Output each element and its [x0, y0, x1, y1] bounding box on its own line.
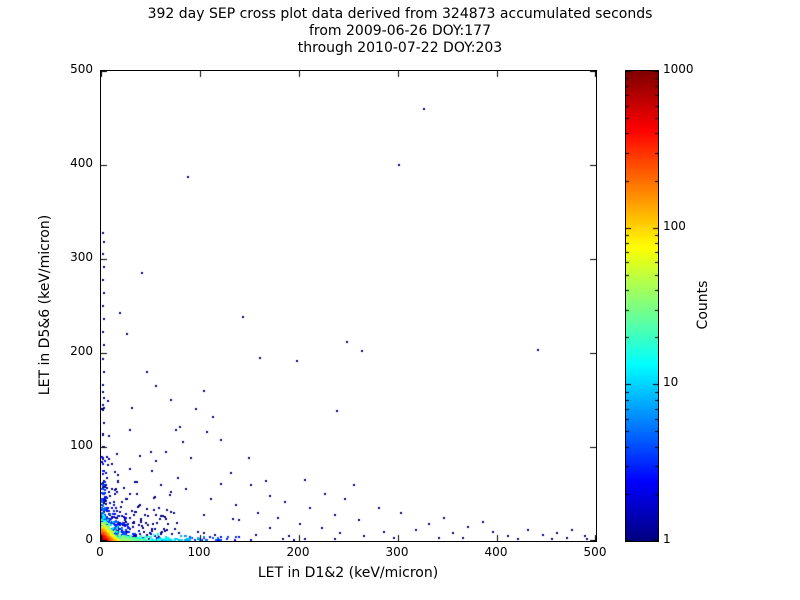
y-tick-label: 300	[70, 250, 93, 264]
chart-title-line-2: from 2009-06-26 DOY:177	[308, 23, 491, 39]
x-tick-label: 0	[96, 545, 104, 559]
y-tick-label: 400	[70, 156, 93, 170]
x-tick-label: 500	[583, 545, 607, 559]
colorbar-tick-label: 1000	[663, 62, 694, 76]
scatter-canvas	[101, 71, 596, 541]
plot-frame	[100, 70, 597, 542]
colorbar-tick-label: 100	[663, 218, 686, 233]
x-tick-label: 100	[187, 545, 211, 559]
colorbar-tick-label: 10	[663, 375, 679, 390]
x-tick-label: 400	[484, 545, 508, 559]
x-tick-label: 200	[286, 545, 310, 559]
y-tick-label: 200	[70, 344, 93, 358]
x-tick-label: 300	[385, 545, 409, 559]
colorbar-tick-label: 1	[663, 532, 671, 546]
chart-title-line-3: through 2010-07-22 DOY:203	[297, 40, 503, 56]
chart-title-line-1: 392 day SEP cross plot data derived from…	[147, 6, 653, 22]
chart-title-block: 392 day SEP cross plot data derived from…	[0, 6, 800, 57]
y-tick-label: 100	[70, 438, 93, 452]
y-tick-label: 0	[85, 532, 93, 546]
x-axis-label: LET in D1&2 (keV/micron)	[257, 565, 439, 581]
colorbar-frame	[625, 70, 659, 542]
y-tick-label: 500	[70, 62, 93, 76]
y-axis-label: LET in D5&6 (keV/micron)	[37, 214, 53, 396]
colorbar-label: Counts	[695, 280, 711, 330]
colorbar-canvas	[626, 71, 658, 541]
